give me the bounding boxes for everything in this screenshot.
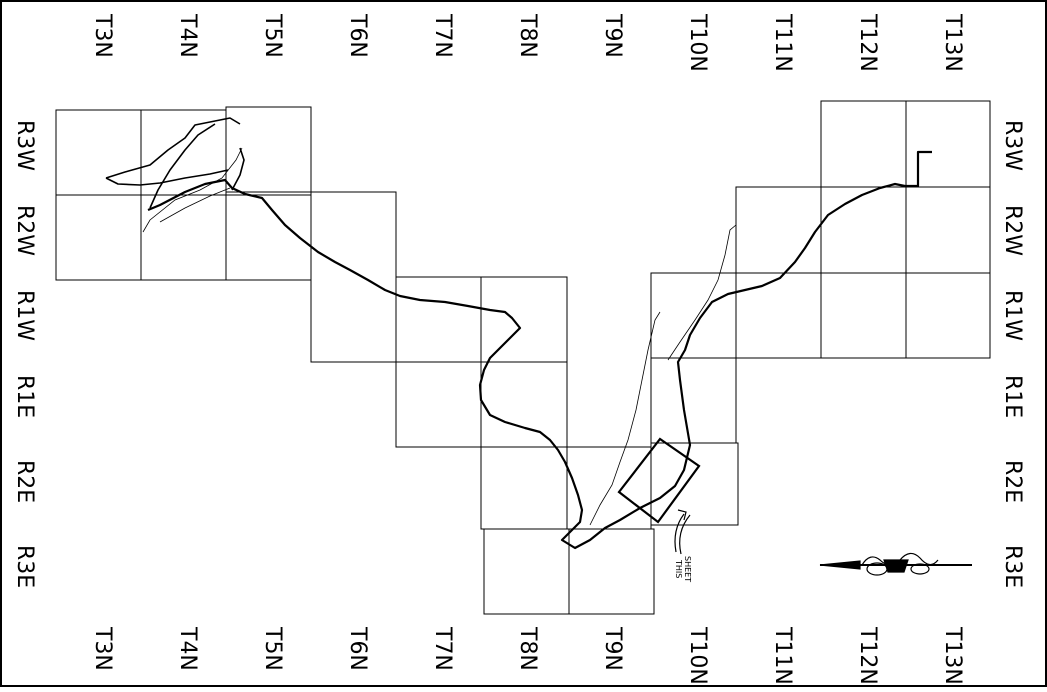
bottom-label-10: T13N (940, 626, 965, 685)
top-label-1: T4N (175, 13, 200, 58)
bottom-township-labels: T3N T4N T5N T6N T7N T8N T9N T10N T11N T12N T13N (90, 626, 965, 685)
north-arrow-icon (819, 552, 972, 576)
bottom-label-2: T5N (260, 626, 285, 671)
callout-arrow-icon (674, 509, 691, 555)
right-label-4: R2E (1000, 460, 1025, 503)
right-label-0: R3W (1000, 120, 1025, 171)
left-label-4: R2E (12, 460, 37, 503)
bottom-label-3: T6N (345, 626, 370, 671)
bottom-label-6: T9N (600, 626, 625, 671)
left-label-1: R2W (12, 205, 37, 256)
top-label-2: T5N (260, 13, 285, 58)
svg-text:THIS: THIS (674, 559, 683, 578)
top-label-0: T3N (90, 13, 115, 58)
right-label-3: R1E (1000, 375, 1025, 418)
sheet-grid (55, 100, 991, 615)
top-label-5: T8N (515, 13, 540, 58)
top-label-10: T13N (940, 13, 965, 72)
left-label-2: R1W (12, 290, 37, 341)
bottom-label-9: T12N (855, 626, 880, 685)
bottom-label-1: T4N (175, 626, 200, 671)
right-range-labels: R3W R2W R1W R1E R2E R3E (1000, 120, 1025, 588)
left-label-0: R3W (12, 120, 37, 171)
top-label-6: T9N (600, 13, 625, 58)
top-label-7: T10N (685, 13, 710, 72)
main-route (147, 150, 932, 550)
top-label-4: T7N (430, 13, 455, 58)
bottom-label-0: T3N (90, 626, 115, 671)
top-label-8: T11N (770, 13, 795, 72)
svg-text:SHEET: SHEET (683, 556, 692, 582)
right-label-2: R1W (1000, 290, 1025, 341)
right-label-5: R3E (1000, 545, 1025, 588)
bottom-label-8: T11N (770, 626, 795, 685)
right-label-1: R2W (1000, 205, 1025, 256)
this-sheet-label: THIS SHEET (674, 556, 692, 582)
top-label-3: T6N (345, 13, 370, 58)
bottom-label-5: T8N (515, 626, 540, 671)
left-label-5: R3E (12, 545, 37, 588)
left-range-labels: R3W R2W R1W R1E R2E R3E (12, 120, 37, 588)
top-label-9: T12N (855, 13, 880, 72)
upper-left-route (105, 117, 245, 209)
secondary-route (142, 147, 737, 526)
left-label-3: R1E (12, 375, 37, 418)
bottom-label-4: T7N (430, 626, 455, 671)
bottom-label-7: T10N (685, 626, 710, 685)
top-township-labels: T3N T4N T5N T6N T7N T8N T9N T10N T11N T12N T13N (90, 13, 965, 72)
this-sheet-box (617, 437, 701, 524)
